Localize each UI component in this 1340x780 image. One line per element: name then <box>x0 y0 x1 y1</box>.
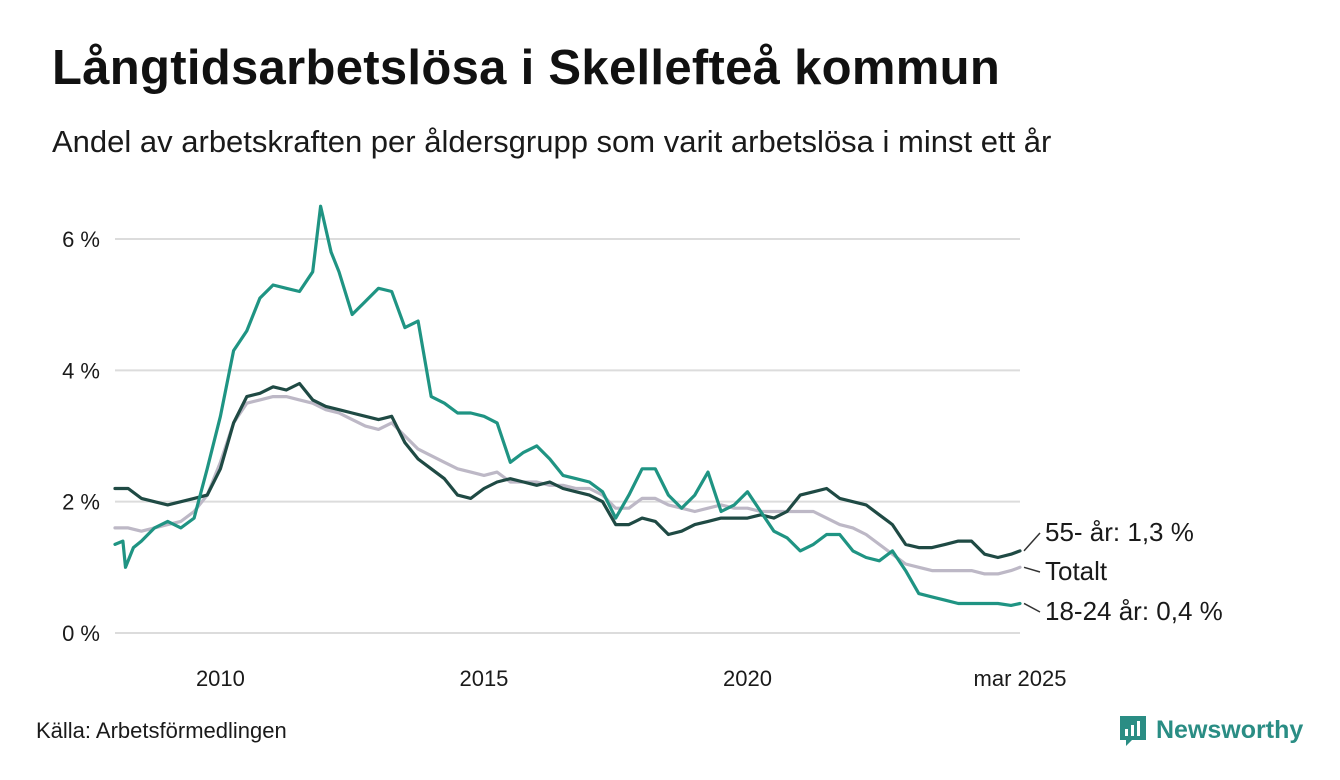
end-label-connector <box>1023 602 1041 613</box>
end-label-connector <box>1023 566 1041 573</box>
y-axis-ticks: 0 % 2 % 4 % 6 % <box>62 227 100 646</box>
chart-subtitle: Andel av arbetskraften per åldersgrupp s… <box>52 124 1052 159</box>
chart-title: Långtidsarbetslösa i Skellefteå kommun <box>52 41 1001 95</box>
series-line-2 <box>113 204 1022 607</box>
x-axis-ticks: 2010 2015 2020 mar 2025 <box>196 666 1067 691</box>
brand-logo: Newsworthy <box>1118 712 1303 748</box>
series-line-0 <box>113 395 1022 576</box>
end-label: Totalt <box>1045 556 1108 586</box>
grid-lines <box>115 238 1020 634</box>
newsworthy-logo-icon <box>1120 716 1146 746</box>
source-note: Källa: Arbetsförmedlingen <box>36 718 287 743</box>
end-label: 18-24 år: 0,4 % <box>1045 596 1223 626</box>
end-label: 55- år: 1,3 % <box>1045 517 1194 547</box>
x-tick-label: 2020 <box>723 666 772 691</box>
x-tick-label: 2010 <box>196 666 245 691</box>
y-tick-label: 0 % <box>62 621 100 646</box>
end-labels: 55- år: 1,3 % Totalt 18-24 år: 0,4 % <box>1023 517 1223 626</box>
end-label-connector <box>1023 532 1041 552</box>
x-tick-label: 2015 <box>459 666 508 691</box>
y-tick-label: 4 % <box>62 358 100 383</box>
brand-name: Newsworthy <box>1156 715 1304 744</box>
series-line-1 <box>113 381 1022 560</box>
y-tick-label: 2 % <box>62 490 100 515</box>
line-chart: 0 % 2 % 4 % 6 % 2010 2015 2020 mar 2025 55- år… <box>62 204 1223 691</box>
y-tick-label: 6 % <box>62 227 100 252</box>
x-tick-label: mar 2025 <box>974 666 1067 691</box>
series-lines <box>113 204 1022 607</box>
